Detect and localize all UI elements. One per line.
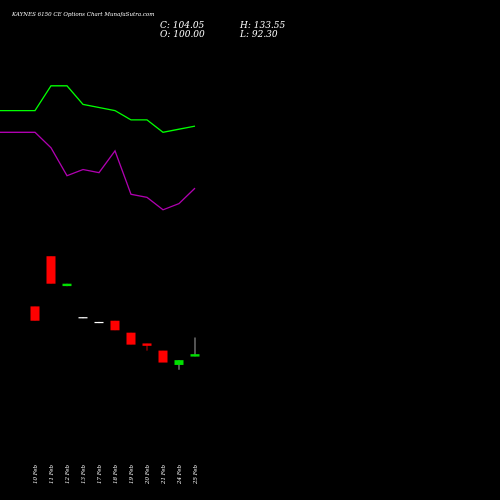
candle-body	[142, 343, 152, 346]
low-value: L: 92.30	[239, 30, 278, 40]
open-value: O: 100.00	[160, 30, 205, 40]
candle-body	[110, 320, 120, 331]
candle	[30, 306, 40, 321]
candle	[174, 360, 184, 370]
x-tick-labels: 10 Feb 11 Feb 12 Feb 13 Feb 17 Feb 18 Feb 19 F…	[33, 464, 199, 485]
high-value: H: 133.55	[239, 21, 286, 31]
x-tick-label: 13 Feb	[81, 464, 87, 484]
candle	[142, 343, 152, 351]
indicator-lines	[0, 85, 196, 211]
candle-body	[94, 321, 104, 324]
candle	[190, 337, 200, 357]
candle	[158, 350, 168, 363]
x-tick-label: 17 Feb	[97, 464, 103, 484]
candle	[46, 256, 56, 284]
x-tick-label: 11 Feb	[49, 464, 55, 484]
candle-body	[78, 317, 88, 319]
chart-title: KAYNES 6150 CE Options Chart MunafaSutra…	[11, 12, 154, 18]
x-tick-label: 24 Feb	[177, 464, 183, 485]
candle	[78, 317, 88, 319]
candle	[126, 332, 136, 345]
x-tick-label: 25 Feb	[193, 464, 199, 485]
x-tick-label: 20 Feb	[145, 464, 151, 485]
candle	[110, 320, 120, 331]
x-tick-label: 10 Feb	[33, 464, 39, 484]
candle-body	[158, 350, 168, 363]
candle-body	[46, 256, 56, 284]
close-value: C: 104.05	[160, 21, 205, 31]
candle-body	[62, 283, 72, 287]
candles	[30, 256, 200, 370]
candle	[62, 283, 72, 287]
x-tick-label: 12 Feb	[65, 464, 71, 484]
candle	[94, 321, 104, 324]
lower-indicator-line	[0, 131, 196, 211]
x-tick-label: 19 Feb	[129, 464, 135, 484]
x-tick-label: 18 Feb	[113, 464, 119, 484]
candle-body	[174, 360, 184, 365]
candle-body	[30, 306, 40, 321]
candle-body	[126, 332, 136, 345]
x-tick-label: 21 Feb	[161, 464, 167, 485]
upper-indicator-line	[0, 85, 196, 133]
candle-body	[190, 354, 200, 357]
